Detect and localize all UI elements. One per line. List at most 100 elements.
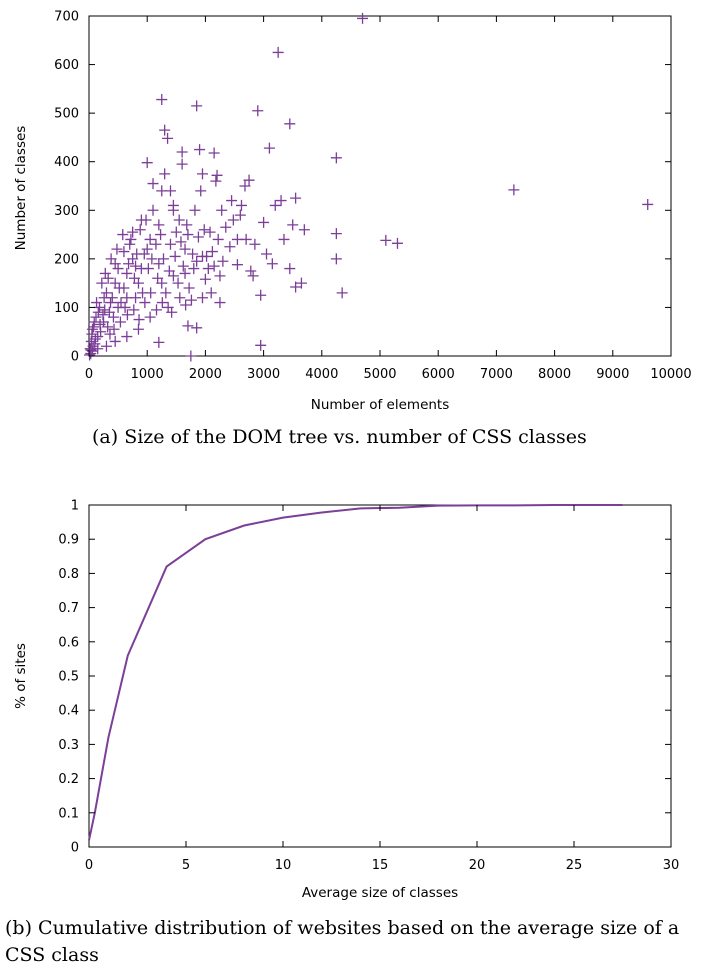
scatter-point (247, 270, 259, 282)
scatter-point (173, 214, 185, 226)
scatter-point (330, 228, 342, 240)
scatter-point (182, 229, 194, 241)
scatter-point (153, 258, 165, 270)
scatter-chart: 0 1000 2000 3000 4000 5000 6000 7000 8000 9000 100… (13, 10, 692, 414)
scatter-point (198, 224, 210, 236)
scatter-point (391, 237, 403, 249)
cdf-y-tick-label: 0.9 (58, 533, 79, 548)
scatter-point (133, 314, 145, 326)
scatter-point (174, 292, 186, 304)
scatter-point (336, 287, 348, 299)
scatter-point (164, 238, 176, 250)
scatter-point (99, 267, 111, 279)
scatter-point (255, 339, 267, 351)
cdf-x-tick-label: 0 (85, 858, 93, 873)
cdf-y-tick-label: 0.1 (58, 806, 79, 821)
scatter-point (290, 281, 302, 293)
cdf-y-tick-label: 0.4 (58, 704, 79, 719)
scatter-point (508, 184, 520, 196)
scatter-point (108, 323, 120, 335)
scatter-point (146, 253, 158, 265)
scatter-x-tick-label: 7000 (480, 367, 513, 382)
scatter-point (100, 340, 112, 352)
scatter-points (84, 12, 654, 362)
scatter-point (121, 331, 133, 343)
scatter-point (107, 311, 119, 323)
scatter-point (234, 209, 246, 221)
scatter-point (156, 185, 168, 197)
scatter-point (93, 301, 105, 313)
scatter-point (167, 199, 179, 211)
scatter-point (220, 221, 232, 233)
scatter-point (266, 258, 278, 270)
scatter-point (91, 297, 103, 309)
scatter-point (162, 132, 174, 144)
scatter-x-tick-label: 4000 (305, 367, 338, 382)
scatter-point (196, 250, 208, 262)
scatter-point (99, 304, 111, 316)
scatter-point (330, 152, 342, 164)
scatter-x-tick-label: 6000 (422, 367, 455, 382)
cdf-y-tick-label: 0.6 (58, 635, 79, 650)
scatter-x-tick-label: 10000 (650, 367, 691, 382)
scatter-point (208, 260, 220, 272)
scatter-point (255, 289, 267, 301)
scatter-point (141, 243, 153, 255)
cdf-y-tick-label: 0.8 (58, 567, 79, 582)
scatter-point (191, 322, 203, 334)
scatter-point (156, 297, 168, 309)
scatter-point (191, 255, 203, 267)
scatter-point (105, 297, 117, 309)
scatter-point (275, 195, 287, 207)
scatter-x-axis-label: Number of elements (311, 397, 450, 413)
cdf-y-tick-label: 0 (71, 841, 79, 856)
cdf-plot-border (88, 504, 672, 848)
scatter-point (134, 224, 146, 236)
scatter-point (155, 229, 167, 241)
scatter-point (284, 118, 296, 130)
scatter-point (97, 309, 109, 321)
scatter-point (206, 246, 218, 258)
scatter-point (151, 304, 163, 316)
scatter-point (211, 169, 223, 181)
scatter-point (131, 248, 143, 260)
scatter-x-tick-label: 9000 (596, 367, 629, 382)
scatter-y-tick-label: 700 (54, 10, 79, 25)
scatter-x-tick-label: 2000 (189, 367, 222, 382)
scatter-point (194, 144, 206, 156)
scatter-point (117, 229, 129, 241)
scatter-point (128, 304, 140, 316)
scatter-point (258, 216, 270, 228)
scatter-point (85, 344, 97, 356)
scatter-point (98, 292, 110, 304)
scatter-point (243, 174, 255, 186)
scatter-point (130, 260, 142, 272)
scatter-point (330, 253, 342, 265)
scatter-point (84, 349, 96, 361)
scatter-point (227, 214, 239, 226)
scatter-point (160, 287, 172, 299)
cdf-series (88, 504, 623, 841)
cdf-chart-frame (88, 504, 672, 848)
scatter-point (156, 94, 168, 106)
scatter-point (172, 277, 184, 289)
scatter-point (150, 238, 162, 250)
scatter-point (196, 168, 208, 180)
scatter-point (179, 267, 191, 279)
scatter-point (162, 301, 174, 313)
scatter-point (113, 282, 125, 294)
scatter-y-tick-label: 200 (54, 252, 79, 267)
scatter-point (252, 105, 264, 117)
scatter-point (109, 335, 121, 347)
scatter-point (226, 195, 238, 207)
scatter-point (235, 199, 247, 211)
scatter-point (245, 265, 257, 277)
scatter-point (179, 243, 191, 255)
scatter-y-tick-label: 300 (54, 204, 79, 219)
scatter-point (86, 323, 98, 335)
scatter-point (102, 321, 114, 333)
scatter-point (185, 294, 197, 306)
scatter-point (147, 178, 159, 190)
scatter-point (92, 343, 104, 355)
scatter-point (92, 331, 104, 343)
